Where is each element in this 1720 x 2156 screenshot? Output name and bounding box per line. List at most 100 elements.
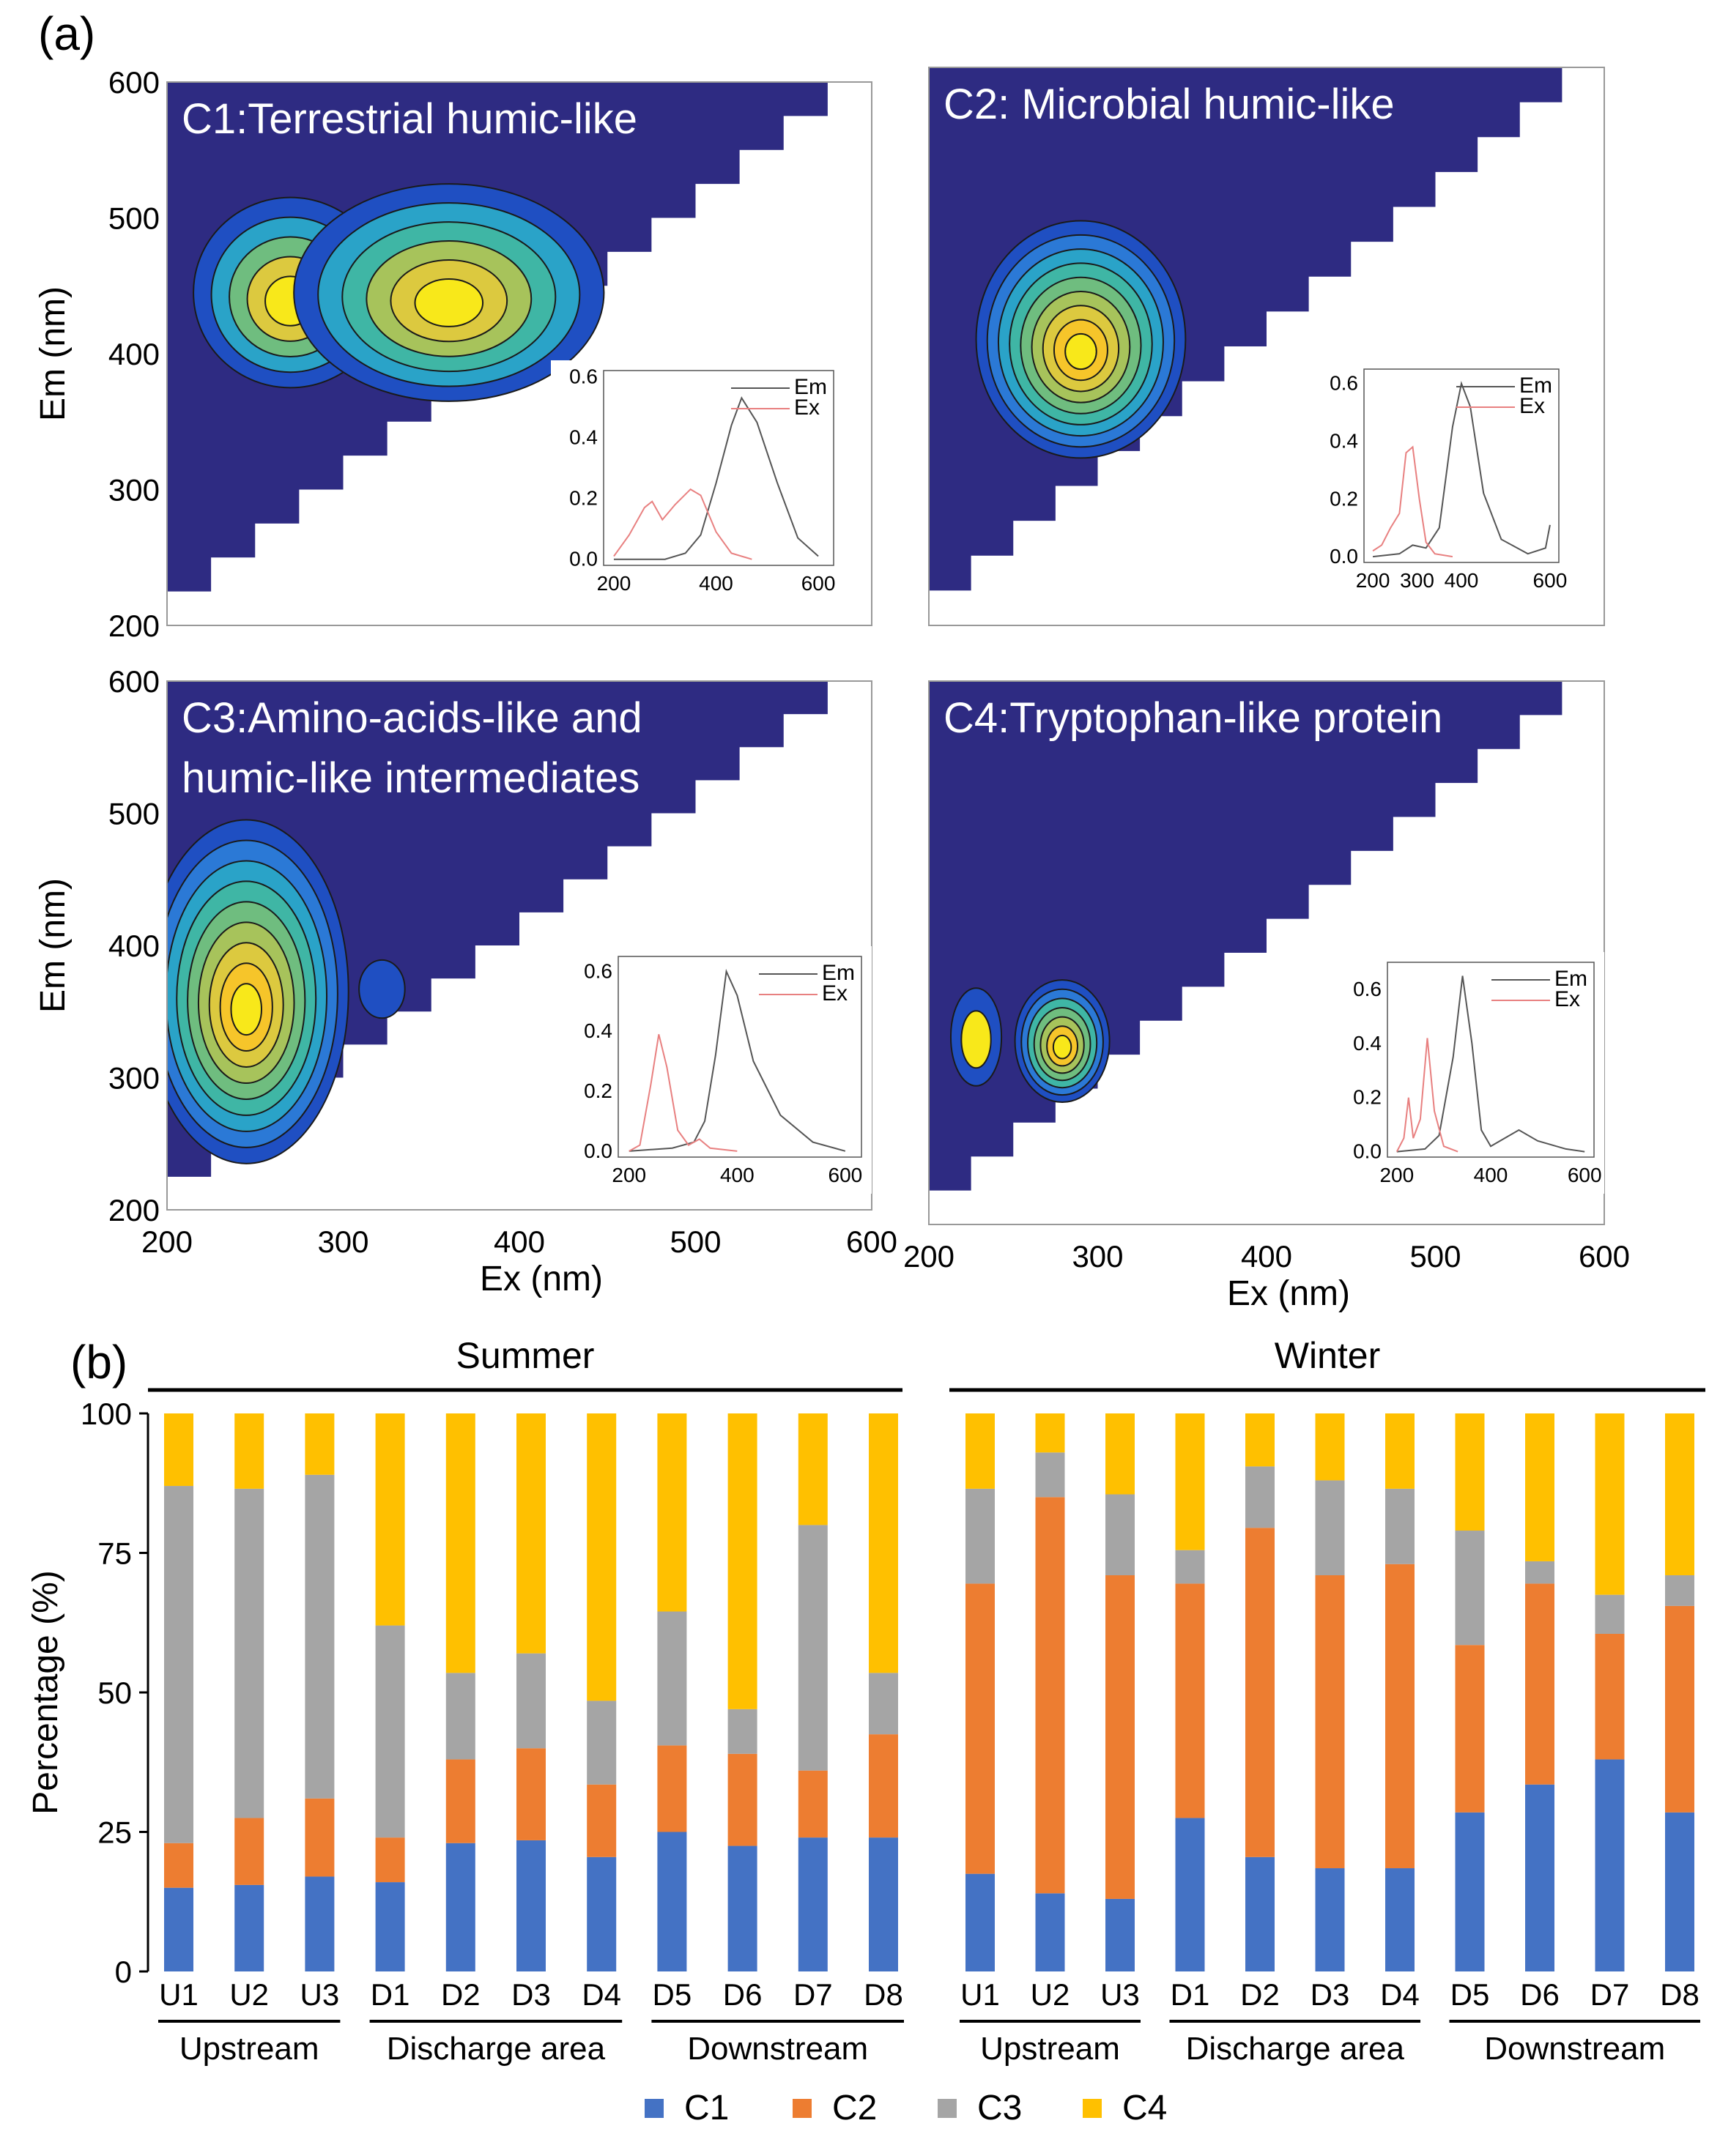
bar-segment-c2 [234, 1818, 264, 1885]
bar-segment-c2 [1595, 1633, 1625, 1760]
bar-segment-c4 [1175, 1413, 1205, 1550]
bar-segment-c2 [1525, 1583, 1554, 1785]
y-tick-label: 0 [115, 1955, 132, 1989]
bar-segment-c2 [516, 1748, 546, 1840]
x-tick-label: D6 [1520, 1977, 1560, 2012]
group-label: Discharge area [1186, 2031, 1405, 2067]
eem-panels: C1:Terrestrial humic-like 200 300 400 500 600… [34, 65, 1630, 1313]
bar-segment-c1 [1245, 1856, 1275, 1971]
bar-segment-c1 [375, 1882, 405, 1971]
x-tick-label: U2 [229, 1977, 269, 2012]
bar-segment-c1 [1385, 1868, 1415, 1971]
bar-segment-c3 [657, 1611, 687, 1746]
inset-frame [1363, 368, 1560, 563]
bar-segment-c2 [587, 1784, 617, 1857]
bar-segment-c3 [1245, 1466, 1275, 1528]
bar-segment-c2 [727, 1753, 757, 1846]
em-spectrum-line [629, 968, 846, 1152]
x-tick-label: U3 [1100, 1977, 1140, 2012]
inset-background [566, 946, 872, 1194]
x-tick-label: U3 [300, 1977, 340, 2012]
x-tick-label: D1 [371, 1977, 410, 2012]
x-tick-label: D3 [511, 1977, 551, 2012]
y-tick-label: 100 [81, 1397, 132, 1431]
inset-y-tick: 0.2 [1353, 1086, 1382, 1109]
panel-title: C3:Amino-acids-like and [182, 694, 642, 742]
legend-ex-label: Ex [1519, 394, 1545, 418]
y-tick-label: 400 [108, 929, 160, 963]
group-label: Downstream [1484, 2031, 1665, 2067]
y-tick-label: 600 [108, 664, 160, 699]
bar-segment-c4 [1035, 1413, 1065, 1453]
bar-segment-c1 [727, 1845, 757, 1971]
inset-x-tick: 400 [720, 1164, 755, 1186]
bar-segment-c3 [445, 1673, 475, 1760]
x-tick-label: 400 [494, 1224, 545, 1259]
bar-segment-c2 [164, 1843, 193, 1888]
legend-label-c4: C4 [1122, 2089, 1167, 2127]
x-tick-label: D7 [1590, 1977, 1630, 2012]
inset-x-tick: 200 [1356, 569, 1390, 592]
eem-background-region [929, 67, 1604, 625]
bar-segment-c1 [164, 1887, 193, 1971]
inset-x-tick: 400 [1445, 569, 1479, 592]
em-spectrum-line [1396, 975, 1585, 1153]
group-label: Upstream [179, 2031, 319, 2067]
eem-panel-c1: C1:Terrestrial humic-like 200 300 400 500 600… [34, 65, 872, 643]
legend-swatch-c4 [1083, 2099, 1102, 2118]
bar-segment-c2 [965, 1583, 995, 1874]
y-tick-label: 400 [108, 337, 160, 371]
legend-ex-label: Ex [822, 981, 848, 1005]
x-tick-label: D2 [1240, 1977, 1280, 2012]
bar-segment-c1 [1035, 1893, 1065, 1971]
x-tick-label: 200 [141, 1224, 193, 1259]
legend-em-label: Em [1554, 967, 1587, 991]
inset-y-tick: 0.6 [1330, 372, 1358, 395]
bar-segment-c1 [516, 1840, 546, 1971]
x-tick-label: 500 [670, 1224, 721, 1259]
y-tick-label: 300 [108, 473, 160, 508]
x-tick-label: 400 [1241, 1239, 1292, 1274]
bar-segment-c3 [1175, 1550, 1205, 1584]
bar-segment-c3 [1455, 1531, 1485, 1646]
bar-segment-c4 [1315, 1413, 1345, 1481]
inset-y-tick: 0.0 [1353, 1140, 1382, 1163]
inset-x-tick: 300 [1400, 569, 1434, 592]
x-tick-label: D5 [653, 1977, 692, 2012]
y-tick-label: 500 [108, 201, 160, 236]
inset-background [551, 360, 844, 602]
season-summer: Summer U1 U2 U3 D1 D2 D3 D4 D5 D6 D7 D8 Upstream Disc… [148, 1335, 904, 2067]
bar-segment-c1 [965, 1873, 995, 1971]
bar-segment-c1 [1665, 1812, 1694, 1971]
bar-segment-c2 [1035, 1497, 1065, 1894]
inset-frame [1387, 962, 1595, 1158]
x-axis-label: Ex (nm) [1227, 1274, 1350, 1313]
group-label: Discharge area [387, 2031, 606, 2067]
x-tick-label: 300 [1072, 1239, 1123, 1274]
panel-b-label: (b) [70, 1336, 127, 1389]
y-axis-label: Percentage (%) [26, 1570, 65, 1815]
inset-y-tick: 0.4 [584, 1019, 612, 1042]
y-axis-label: Em (nm) [34, 878, 73, 1013]
contour-peak-2-level [414, 278, 484, 327]
x-tick-label: U1 [159, 1977, 199, 2012]
y-tick-label: 600 [108, 65, 160, 100]
x-tick-label: D7 [793, 1977, 833, 2012]
bar-segment-c1 [234, 1884, 264, 1971]
inset-x-tick: 200 [597, 572, 631, 595]
inset-y-tick: 0.6 [569, 365, 598, 387]
x-tick-label: D1 [1171, 1977, 1210, 2012]
bar-legend: C1 C2 C3 C4 [645, 2089, 1167, 2127]
panel-title: C2: Microbial humic-like [944, 81, 1395, 128]
bar-segment-c3 [516, 1653, 546, 1749]
bar-segment-c4 [445, 1413, 475, 1673]
legend-em-label: Em [1519, 373, 1552, 398]
inset-background [1311, 359, 1569, 599]
inset-x-tick: 600 [801, 572, 836, 595]
contour-area [167, 681, 872, 1210]
eem-panel-c3: C3:Amino-acids-like and humic-like interm… [34, 664, 897, 1298]
bar-segment-c2 [1455, 1645, 1485, 1813]
contour-area [929, 67, 1604, 625]
bar-segment-c4 [1245, 1413, 1275, 1467]
